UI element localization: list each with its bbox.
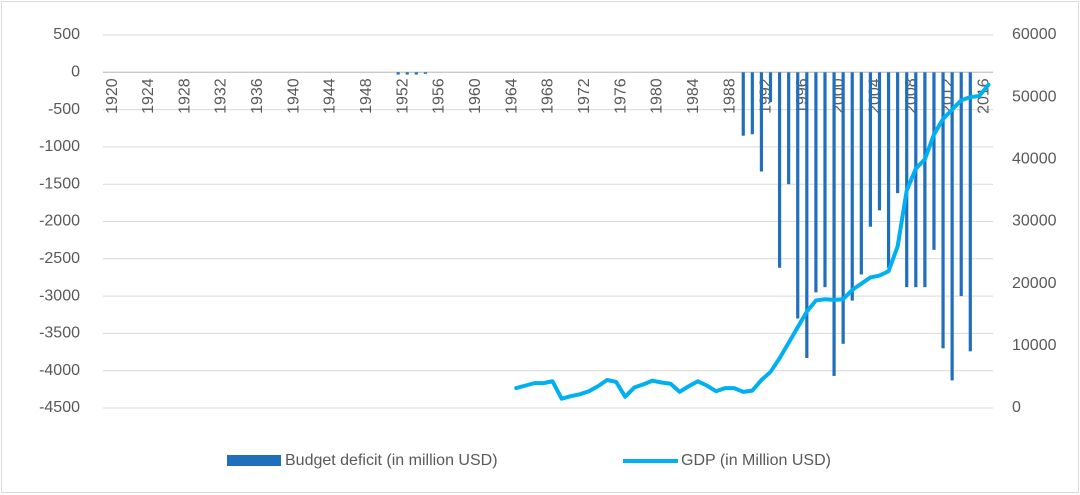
bar: [923, 72, 927, 288]
x-tick-label: 1920: [104, 78, 121, 114]
x-tick-label: 1984: [685, 78, 702, 114]
legend-label: Budget deficit (in million USD): [285, 452, 498, 469]
bar: [787, 72, 791, 185]
bar: [768, 72, 773, 103]
y-tick-label: -1000: [39, 138, 80, 155]
y2-tick-label: 20000: [1012, 275, 1057, 292]
y-tick-label: -1500: [39, 175, 80, 192]
bar: [741, 72, 745, 136]
y-tick-label: -2000: [39, 213, 80, 230]
bar: [832, 72, 836, 376]
y-tick-label: 0: [71, 64, 80, 81]
bar: [423, 72, 427, 74]
x-tick-label: 1940: [285, 78, 302, 114]
bar: [414, 72, 418, 75]
y2-tick-label: 30000: [1012, 213, 1057, 230]
bar: [868, 72, 872, 227]
x-tick-label: 1948: [358, 78, 375, 114]
bar: [886, 72, 891, 268]
bar: [396, 72, 400, 75]
y-tick-label: -3500: [39, 325, 80, 342]
y-tick-label: -4000: [39, 362, 80, 379]
y-tick-label: -500: [48, 101, 80, 118]
x-tick-label: 1928: [176, 78, 193, 114]
bar: [859, 72, 863, 275]
y2-tick-label: 10000: [1012, 337, 1057, 354]
line: [514, 82, 991, 401]
bar: [405, 72, 409, 75]
y2-tick-label: 60000: [1012, 26, 1057, 43]
bar: [905, 72, 909, 288]
bar: [805, 72, 809, 359]
x-tick-label: 1988: [721, 78, 738, 114]
y-tick-label: -4500: [39, 399, 80, 416]
x-tick-label: 1980: [649, 78, 666, 114]
bar: [796, 72, 800, 319]
y-tick-label: 500: [53, 26, 80, 43]
y-tick-label: -2500: [39, 250, 80, 267]
x-tick-label: 1964: [503, 78, 520, 114]
bar: [896, 72, 900, 194]
x-tick-label: 1976: [612, 78, 629, 114]
legend-label: GDP (in Million USD): [681, 452, 831, 469]
x-tick-label: 1924: [140, 78, 157, 114]
legend-swatch: [227, 455, 281, 466]
y2-tick-label: 40000: [1012, 151, 1057, 168]
bar: [914, 72, 918, 288]
bar: [850, 72, 854, 301]
bar: [941, 72, 945, 349]
bar: [932, 72, 936, 250]
bar: [759, 72, 764, 172]
bar: [823, 72, 827, 288]
bar: [814, 72, 818, 293]
bar: [750, 72, 754, 135]
x-tick-label: 1952: [394, 78, 411, 114]
x-tick-label: 1956: [431, 78, 448, 114]
x-tick-label: 1932: [213, 78, 230, 114]
x-tick-label: 1960: [467, 78, 484, 114]
bar: [959, 72, 963, 297]
x-tick-label: 1968: [540, 78, 557, 114]
x-tick-label: 1936: [249, 78, 266, 114]
x-tick-label: 1972: [576, 78, 593, 114]
y2-tick-label: 50000: [1012, 88, 1057, 105]
bar: [968, 72, 972, 352]
x-tick-label: 1944: [322, 78, 339, 114]
bar: [777, 72, 782, 268]
y2-tick-label: 0: [1012, 399, 1021, 416]
bar: [950, 72, 954, 381]
bar: [841, 72, 845, 344]
bar: [877, 72, 882, 211]
y-tick-label: -3000: [39, 287, 80, 304]
